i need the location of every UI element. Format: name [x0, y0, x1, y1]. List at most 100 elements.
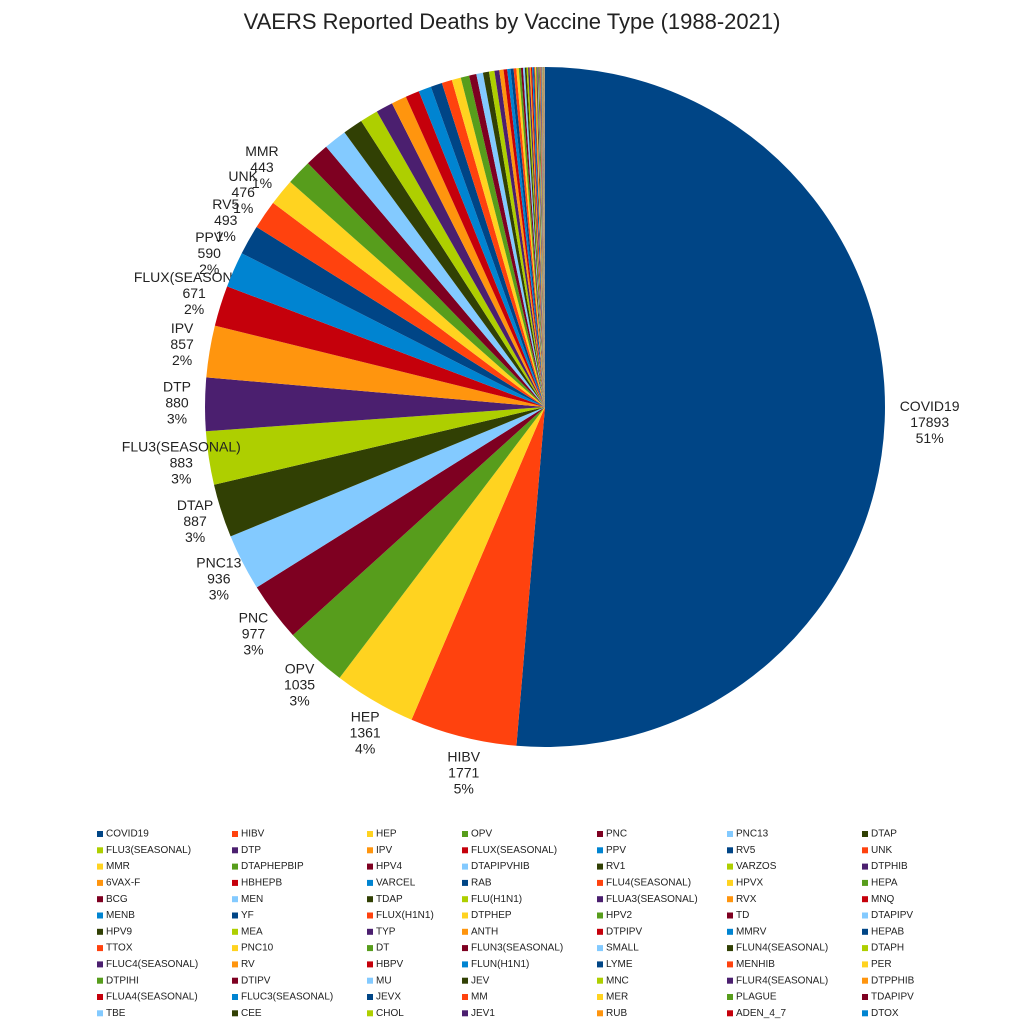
- legend-swatch: [232, 928, 238, 935]
- legend-label: MENHIB: [736, 959, 775, 970]
- data-label: 3%: [167, 411, 187, 427]
- legend-label: HBPV: [376, 959, 404, 970]
- data-label: 936: [207, 571, 231, 587]
- legend-label: HPV2: [606, 910, 633, 921]
- pie-slice: [361, 111, 545, 407]
- pie-slice: [418, 86, 545, 407]
- pie-slice: [451, 77, 545, 407]
- data-label: OPV: [285, 660, 315, 676]
- legend-swatch: [97, 1010, 103, 1017]
- pie-slice: [241, 226, 545, 407]
- data-label: 51%: [916, 430, 944, 446]
- legend-label: RVX: [736, 894, 757, 905]
- legend-swatch: [367, 945, 373, 952]
- data-label: 4%: [355, 741, 375, 757]
- legend-swatch: [367, 831, 373, 837]
- legend-label: FLUA3(SEASONAL): [606, 894, 698, 905]
- legend-swatch: [367, 994, 373, 1000]
- data-label: 476: [232, 184, 256, 200]
- pie-slice: [539, 67, 545, 407]
- pie-slice: [488, 70, 545, 407]
- legend-swatch: [462, 831, 468, 837]
- pie-slice: [507, 68, 545, 408]
- legend-label: LYME: [606, 959, 633, 970]
- legend-label: PER: [871, 959, 892, 970]
- legend-swatch: [862, 831, 868, 837]
- legend-swatch: [597, 977, 603, 984]
- legend-swatch: [862, 928, 868, 935]
- pie-slice: [544, 67, 545, 407]
- pie-slice: [518, 67, 545, 407]
- legend-label: MMRV: [736, 926, 767, 937]
- legend-swatch: [367, 847, 373, 854]
- pie-slice: [535, 67, 545, 407]
- pie-slice: [543, 67, 545, 408]
- legend-swatch: [232, 831, 238, 837]
- data-label: 590: [198, 245, 222, 261]
- data-label: 493: [214, 212, 238, 228]
- legend-swatch: [97, 912, 103, 919]
- legend-label: JEV1: [471, 1008, 495, 1019]
- data-label: 17893: [910, 414, 949, 430]
- legend-label: MEN: [241, 894, 263, 905]
- legend-label: MNQ: [871, 894, 895, 905]
- legend-label: PLAGUE: [736, 992, 777, 1003]
- legend-label: TDAP: [376, 894, 403, 905]
- data-label: HIBV: [447, 749, 480, 765]
- legend-label: DTOX: [871, 1008, 899, 1019]
- data-label: IPV: [171, 320, 194, 336]
- data-label: 1%: [252, 175, 272, 191]
- legend-label: DTPHEP: [471, 910, 512, 921]
- legend-swatch: [597, 928, 603, 935]
- legend-swatch: [862, 1010, 868, 1017]
- pie-slice: [205, 407, 545, 485]
- legend-swatch: [232, 961, 238, 968]
- legend-swatch: [727, 928, 733, 935]
- legend-swatch: [367, 912, 373, 919]
- pie-slice: [273, 181, 545, 407]
- data-label: DTP: [163, 379, 191, 395]
- legend-swatch: [97, 961, 103, 968]
- legend-label: PNC10: [241, 943, 274, 954]
- legend-swatch: [367, 896, 373, 903]
- data-label: 3%: [209, 587, 229, 603]
- legend-swatch: [862, 912, 868, 919]
- legend-label: BCG: [106, 894, 128, 905]
- legend-label: PPV: [606, 845, 626, 856]
- legend-label: RUB: [606, 1008, 627, 1019]
- legend-swatch: [232, 896, 238, 903]
- legend-label: ADEN_4_7: [736, 1008, 786, 1019]
- pie-slice: [522, 67, 545, 407]
- pie-slice: [543, 67, 545, 408]
- legend-label: FLUX(SEASONAL): [471, 845, 557, 856]
- data-label: 3%: [171, 471, 191, 487]
- legend-label: OPV: [471, 829, 492, 840]
- legend-label: HIBV: [241, 829, 265, 840]
- legend-label: SMALL: [606, 943, 639, 954]
- data-label: 977: [242, 626, 266, 642]
- legend-label: FLUN4(SEASONAL): [736, 943, 828, 954]
- legend-swatch: [727, 945, 733, 952]
- legend-swatch: [97, 879, 103, 886]
- legend-label: CHOL: [376, 1008, 404, 1019]
- legend-label: DTPHIB: [871, 861, 908, 872]
- legend-label: FLUX(H1N1): [376, 910, 434, 921]
- pie-slice: [540, 67, 545, 407]
- legend-swatch: [367, 928, 373, 935]
- legend-label: JEV: [471, 975, 490, 986]
- legend-swatch: [862, 879, 868, 886]
- pie-slice: [494, 70, 545, 407]
- pie-slice: [524, 67, 545, 408]
- legend-swatch: [232, 1010, 238, 1017]
- legend-label: FLU(H1N1): [471, 894, 522, 905]
- legend-label: MER: [606, 992, 628, 1003]
- legend-swatch: [232, 879, 238, 886]
- pie-slice: [530, 67, 545, 407]
- pie-slice: [544, 67, 545, 408]
- pie-slice: [441, 80, 545, 407]
- legend-swatch: [367, 1010, 373, 1017]
- legend-swatch: [367, 879, 373, 886]
- legend-label: DT: [376, 943, 389, 954]
- pie-slice: [214, 286, 545, 407]
- legend-label: PNC: [606, 829, 627, 840]
